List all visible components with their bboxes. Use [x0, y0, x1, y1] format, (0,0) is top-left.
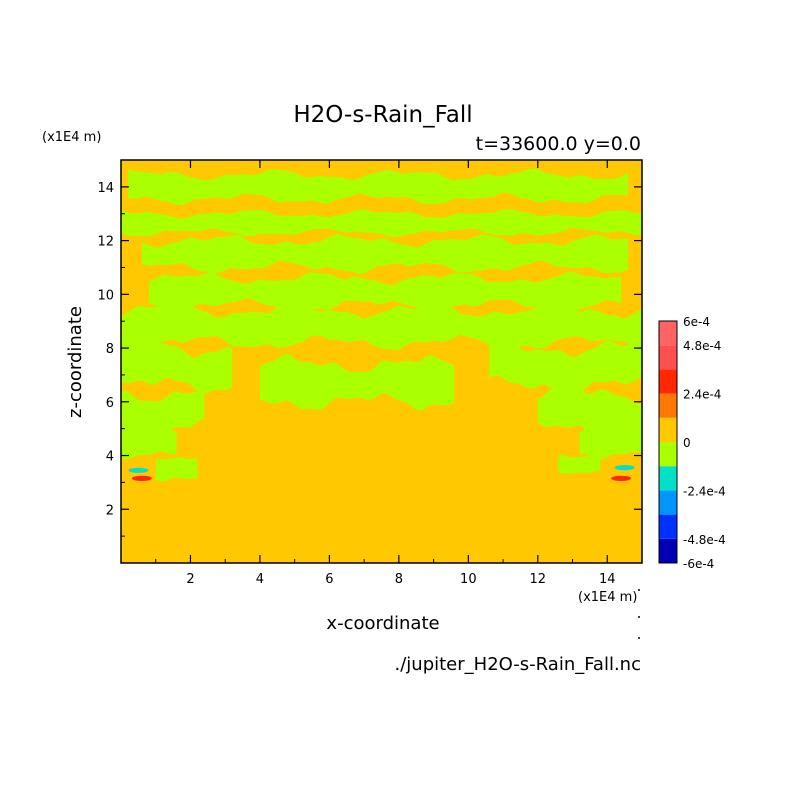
x-tick-label: 12 — [530, 572, 547, 587]
x-unit-label: (x1E4 m) — [578, 590, 637, 605]
colorbar-swatch — [659, 538, 677, 563]
negative-band — [121, 424, 177, 460]
x-tick-label: 4 — [256, 572, 264, 587]
colorbar: 6e-4 4.8e-4 2.4e-4 0 -2.4e-4 -4.8e-4 -6e-4 — [658, 315, 726, 571]
colorbar-tick-label: -2.4e-4 — [683, 484, 726, 498]
negative-band — [558, 454, 601, 474]
x-tick-label: 6 — [325, 572, 333, 587]
y-unit-label: (x1E4 m) — [42, 130, 101, 145]
corner-dot — [638, 637, 640, 639]
plot-frame — [120, 159, 643, 564]
chart-title: H2O-s-Rain_Fall — [293, 102, 472, 128]
colorbar-swatch — [659, 490, 677, 515]
colorbar-swatch — [659, 514, 677, 539]
negative-band — [121, 341, 233, 394]
heatmap-field — [121, 160, 642, 563]
colorbar-swatch — [659, 369, 677, 394]
negative-band — [121, 209, 642, 238]
y-tick-label: 6 — [106, 396, 114, 411]
colorbar-tick-label: 0 — [683, 436, 691, 450]
corner-dot — [638, 589, 640, 591]
negative-band — [155, 457, 198, 482]
y-tick-label: 2 — [106, 503, 114, 518]
chart-subtitle: t=33600.0 y=0.0 — [476, 133, 641, 155]
x-tick-label: 8 — [395, 572, 403, 587]
colorbar-swatch — [659, 393, 677, 418]
negative-band — [579, 423, 642, 460]
x-tick-label: 14 — [599, 572, 616, 587]
extreme-spot — [128, 467, 149, 473]
y-axis-ticks: 2 4 6 8 10 12 14 — [97, 181, 642, 537]
negative-band — [148, 271, 622, 312]
y-tick-label: 14 — [97, 181, 114, 196]
x-axis-ticks: 2 4 6 8 10 12 14 — [155, 160, 616, 587]
colorbar-swatch — [659, 321, 677, 346]
y-tick-label: 4 — [106, 450, 114, 465]
colorbar-tick-label: 2.4e-4 — [683, 388, 721, 402]
negative-band — [489, 340, 642, 395]
corner-dot — [638, 616, 640, 618]
negative-band — [259, 354, 455, 411]
negative-band — [127, 168, 629, 206]
y-tick-label: 8 — [106, 342, 114, 357]
colorbar-tick-label: 6e-4 — [683, 315, 710, 329]
colorbar-swatch — [659, 442, 677, 467]
colorbar-frame — [658, 320, 678, 564]
y-axis-label: z-coordinate — [65, 306, 86, 418]
negative-band — [121, 390, 205, 437]
extreme-spot — [614, 465, 635, 471]
colorbar-swatch — [659, 345, 677, 370]
colorbar-swatch — [659, 417, 677, 442]
negative-band — [537, 386, 642, 437]
colorbar-tick-label: 4.8e-4 — [683, 339, 721, 353]
corner-dots — [638, 589, 640, 639]
y-tick-label: 12 — [97, 235, 114, 250]
x-tick-label: 10 — [460, 572, 477, 587]
y-tick-label: 10 — [97, 288, 114, 303]
negative-band — [141, 233, 629, 275]
extreme-spot — [131, 475, 152, 481]
colorbar-swatch — [659, 466, 677, 491]
x-axis-label: x-coordinate — [326, 613, 439, 634]
negative-band — [121, 302, 642, 352]
source-filename: ./jupiter_H2O-s-Rain_Fall.nc — [395, 654, 642, 675]
colorbar-tick-label: -4.8e-4 — [683, 533, 726, 547]
extreme-spot — [611, 475, 632, 481]
colorbar-tick-label: -6e-4 — [683, 557, 714, 571]
x-tick-label: 2 — [186, 572, 194, 587]
